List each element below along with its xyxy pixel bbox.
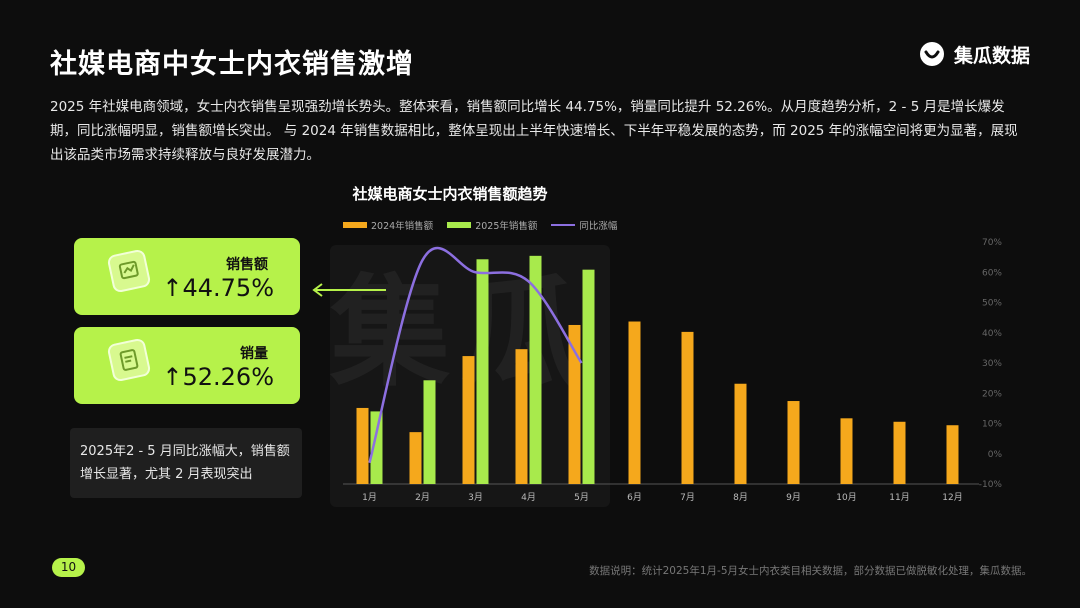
bar-2024-2月: [409, 432, 422, 484]
chart-card-icon: [106, 248, 152, 294]
x-tick-label: 3月: [468, 492, 483, 503]
legend-item-2024: 2024年销售额: [343, 218, 433, 232]
bar-2024-7月: [681, 331, 694, 484]
x-tick-label: 5月: [574, 492, 589, 503]
bar-2025-2月: [423, 380, 436, 484]
data-source-note: 数据说明：统计2025年1月-5月女士内衣类目相关数据，部分数据已做脱敏化处理，…: [589, 565, 1032, 577]
bar-2024-1月: [356, 407, 369, 484]
x-tick-label: 6月: [627, 492, 642, 503]
kpi-card-sales-volume: 销量 ↑52.26%: [74, 327, 300, 404]
legend-swatch-2024: [343, 222, 367, 228]
legend-item-2025: 2025年销售额: [447, 218, 537, 232]
y-right-tick-label: 0%: [988, 450, 1003, 460]
y-right-tick-label: -10%: [979, 480, 1003, 490]
legend-swatch-yoy: [551, 224, 576, 226]
legend-item-yoy: 同比涨幅: [551, 218, 617, 232]
kpi-card-sales-amount: 销售额 ↑44.75%: [74, 238, 300, 315]
legend-swatch-2025: [447, 222, 472, 228]
x-tick-label: 2月: [415, 492, 430, 503]
kpi-label: 销量: [240, 346, 268, 362]
bar-2024-10月: [840, 418, 853, 484]
y-right-tick-label: 30%: [982, 359, 1002, 369]
bar-2024-4月: [515, 349, 528, 484]
bar-2024-8月: [734, 383, 747, 484]
kpi-value: ↑52.26%: [162, 363, 274, 391]
kpi-value: ↑44.75%: [162, 274, 274, 302]
bar-2025-5月: [582, 269, 595, 484]
line-yoy-growth: [368, 246, 583, 464]
brand-name: 集瓜数据: [953, 44, 1030, 67]
bar-2024-9月: [787, 401, 800, 484]
bar-2024-3月: [462, 356, 475, 484]
bar-2024-11月: [893, 421, 906, 484]
x-tick-label: 7月: [680, 492, 695, 503]
y-right-tick-label: 20%: [982, 389, 1002, 399]
y-right-tick-label: 50%: [982, 299, 1002, 309]
x-tick-label: 8月: [733, 492, 748, 503]
smile-logo-icon: [919, 42, 944, 66]
bar-2025-4月: [529, 255, 542, 484]
chart-legend: 2024年销售额 2025年销售额 同比涨幅: [343, 218, 617, 232]
y-right-tick-label: 60%: [982, 268, 1002, 278]
bar-2025-1月: [370, 411, 383, 484]
bar-2024-12月: [946, 425, 959, 484]
bar-2024-6月: [628, 321, 641, 484]
bar-2025-3月: [476, 259, 489, 484]
y-right-tick-label: 40%: [982, 329, 1002, 339]
summary-text: 2025 年社媒电商领域，女士内衣销售呈现强劲增长势头。整体来看，销售额同比增长…: [50, 99, 1018, 163]
page-title: 社媒电商中女士内衣销售激增: [50, 49, 414, 80]
y-right-tick-label: 70%: [982, 238, 1002, 248]
chart-title: 社媒电商女士内衣销售额趋势: [352, 185, 548, 203]
receipt-card-icon: [106, 337, 152, 383]
x-tick-label: 1月: [362, 492, 377, 503]
page-number: 10: [52, 558, 85, 577]
note-box: [70, 428, 302, 498]
note-text: 2025年2 - 5 月同比涨幅大，销售额增长显著，尤其 2 月表现突出: [80, 444, 290, 482]
arrow-left-icon: [312, 283, 386, 297]
brand-logo: 集瓜数据: [918, 40, 1030, 68]
x-tick-label: 4月: [521, 492, 536, 503]
x-tick-label: 11月: [889, 492, 909, 503]
x-tick-label: 12月: [942, 492, 962, 503]
x-tick-label: 10月: [836, 492, 856, 503]
x-tick-label: 9月: [786, 492, 801, 503]
y-right-tick-label: 10%: [982, 420, 1002, 430]
kpi-label: 销售额: [226, 257, 268, 273]
bar-2024-5月: [568, 324, 581, 484]
